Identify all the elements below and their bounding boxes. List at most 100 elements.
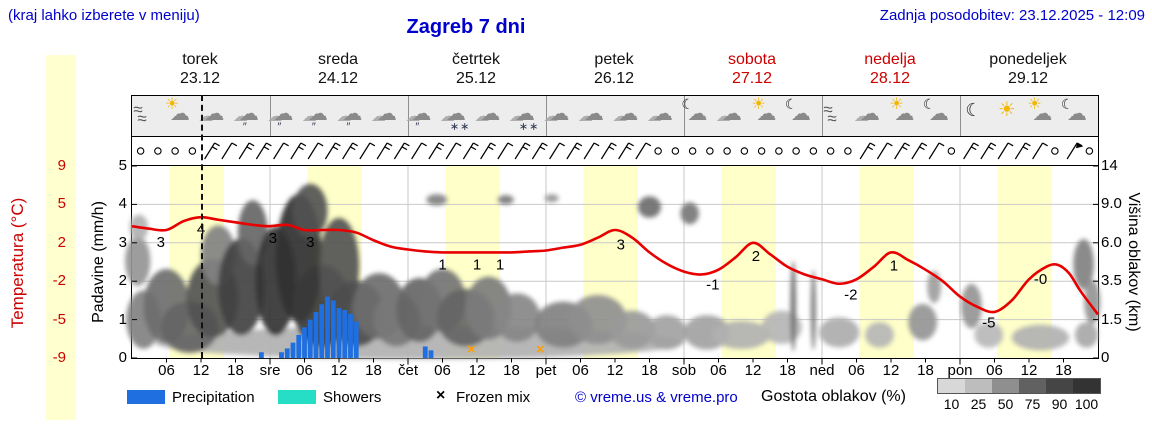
wind-barb-icon bbox=[462, 142, 479, 160]
density-tick-label: 25 bbox=[970, 396, 987, 412]
cloud-blob bbox=[810, 269, 816, 351]
weather-icons-row: ≈ ≈ ☀ ☁ ☁ ☁ ☁ ☁ ″ ☁ ☁ ″ ☁ ☁ ″ ☁ ☁ ″ ☁ ☁ ☁ ☁ ″ ☁ ☁ ∗∗ ☁ ☁ ☁ ☁ ∗∗ ☁ ☁ ☁ ☁ ☁ ☁ ☁… bbox=[132, 96, 1098, 137]
precip-tick: 1 bbox=[118, 310, 127, 328]
density-tick-label: 50 bbox=[997, 396, 1014, 412]
x-axis-label: pet bbox=[536, 362, 558, 379]
icon-glyph: ☁ bbox=[652, 103, 673, 125]
wind-calm-icon bbox=[654, 147, 662, 155]
cloud-blob bbox=[680, 202, 699, 225]
cloud-height-axis-label: Višina oblakov (km) bbox=[1125, 192, 1142, 332]
x-axis-label: 18 bbox=[779, 362, 796, 379]
x-axis-label: 12 bbox=[883, 362, 900, 379]
cloud-blob bbox=[790, 260, 797, 352]
icon-glyph: ″ bbox=[242, 121, 248, 133]
temp-value-label: 3 bbox=[157, 234, 165, 251]
icon-glyph: ☾ bbox=[965, 100, 982, 120]
cloud-blob bbox=[1084, 280, 1101, 325]
left-highlight-strip bbox=[46, 55, 76, 420]
wind-barb-icon bbox=[566, 142, 583, 160]
icon-glyph: ☀ bbox=[997, 99, 1016, 121]
wind-calm-icon bbox=[740, 147, 749, 155]
cloud-blob bbox=[426, 194, 448, 206]
icon-glyph: ☁ bbox=[480, 103, 501, 125]
precip-tick: 3 bbox=[118, 233, 127, 251]
cloud-tick: 1.5 bbox=[1101, 310, 1122, 328]
plot-area: × × 3 4 3 3 1 1 1 3 -1 2 -2 1 -5 -0 06 12 18 sre 06 12 18 čet 06… bbox=[125, 165, 1101, 379]
cloud-tick: 3.5 bbox=[1101, 272, 1122, 290]
day-separator bbox=[270, 96, 271, 136]
precip-bar bbox=[296, 334, 302, 358]
cloud-blob bbox=[609, 310, 656, 350]
wind-calm-icon bbox=[947, 147, 956, 155]
icon-glyph: ☾ bbox=[922, 96, 936, 112]
rain-cloud-icon: ☁ ☁ ″ bbox=[232, 97, 268, 135]
wind-calm-icon bbox=[154, 147, 162, 155]
icon-glyph: ☁ bbox=[238, 103, 259, 125]
cloud-blob bbox=[908, 303, 937, 341]
wind-barb-icon bbox=[963, 142, 979, 160]
wind-barb-icon bbox=[445, 142, 462, 160]
cloud-blob bbox=[1011, 324, 1070, 351]
x-axis-label: 12 bbox=[1021, 362, 1038, 379]
icon-glyph: ☁ bbox=[756, 103, 777, 125]
x-axis-label: 06 bbox=[158, 362, 175, 379]
precip-tick: 0 bbox=[118, 349, 127, 366]
icon-glyph: ☁ bbox=[618, 103, 639, 125]
precip-bar bbox=[348, 313, 353, 358]
icon-glyph: ☁ bbox=[474, 108, 490, 125]
cloud-icon: ☁ ☁ bbox=[646, 97, 682, 135]
day-name: torek bbox=[182, 51, 218, 68]
precip-bar bbox=[302, 327, 307, 358]
cloud-blob bbox=[1075, 322, 1098, 348]
icon-glyph: ″ bbox=[346, 121, 352, 133]
temp-value-label: -2 bbox=[844, 286, 857, 303]
icon-glyph: ∗∗ bbox=[518, 121, 540, 133]
icon-glyph: ☾ bbox=[1060, 96, 1074, 112]
precip-bar bbox=[307, 319, 313, 358]
icon-glyph: ☁ bbox=[307, 103, 328, 125]
precip-tick: 2 bbox=[118, 272, 127, 290]
icon-glyph: ☁ bbox=[204, 103, 225, 125]
icon-glyph: ☁ bbox=[342, 103, 363, 125]
day-name: sreda bbox=[317, 51, 359, 68]
wind-barb-icon bbox=[531, 142, 548, 160]
page-title: Zagreb 7 dni bbox=[406, 16, 526, 38]
cloud-layer bbox=[125, 183, 1101, 360]
x-axis-label: sre bbox=[260, 362, 281, 379]
wind-calm-icon bbox=[188, 147, 197, 155]
wind-barb-icon bbox=[980, 142, 997, 160]
temp-tick: -2 bbox=[52, 272, 66, 290]
icon-glyph: ☁ bbox=[1066, 103, 1087, 125]
cloud-icon: ☁ ☁ bbox=[370, 97, 406, 135]
temp-tick: -5 bbox=[52, 310, 66, 328]
wind-barb-icon bbox=[273, 142, 289, 160]
precip-bar bbox=[336, 308, 342, 358]
rain-cloud-icon: ☁ ☁ ″ bbox=[335, 97, 371, 135]
icon-glyph: ☁ bbox=[411, 103, 432, 125]
wind-barb-icon bbox=[600, 142, 617, 160]
copyright-link[interactable]: © vreme.us & vreme.pro bbox=[575, 389, 738, 406]
icon-glyph: ☁ bbox=[583, 103, 604, 125]
day-header: sobota 27.12 bbox=[683, 50, 821, 88]
x-axis-label: čet bbox=[398, 362, 419, 379]
density-tick-label: 75 bbox=[1024, 396, 1041, 412]
icon-glyph: ″ bbox=[311, 121, 317, 133]
wind-barb-icon bbox=[428, 142, 445, 160]
day-separator bbox=[960, 96, 961, 136]
cloud-blob bbox=[1073, 239, 1094, 290]
icon-glyph: ☁ bbox=[232, 108, 248, 125]
frozen-mix-icon: × bbox=[467, 341, 476, 358]
temp-value-label: -5 bbox=[982, 315, 995, 332]
x-axis-label: pon bbox=[947, 362, 972, 379]
density-tick-label: 90 bbox=[1051, 396, 1068, 412]
icon-glyph: ☁ bbox=[687, 103, 708, 125]
precip-bar bbox=[325, 296, 330, 358]
menu-hint: (kraj lahko izberete v meniju) bbox=[8, 7, 200, 24]
cloud-tick: 6.0 bbox=[1101, 233, 1122, 251]
cloud-icon: ☁ ☁ bbox=[577, 97, 613, 135]
wind-calm-icon bbox=[757, 147, 766, 155]
sun-cloud-icon: ☀ ☁ bbox=[163, 97, 199, 135]
precip-bar bbox=[290, 342, 296, 358]
icon-glyph: ☁ bbox=[577, 108, 593, 125]
icon-glyph: ☁ bbox=[853, 108, 869, 125]
